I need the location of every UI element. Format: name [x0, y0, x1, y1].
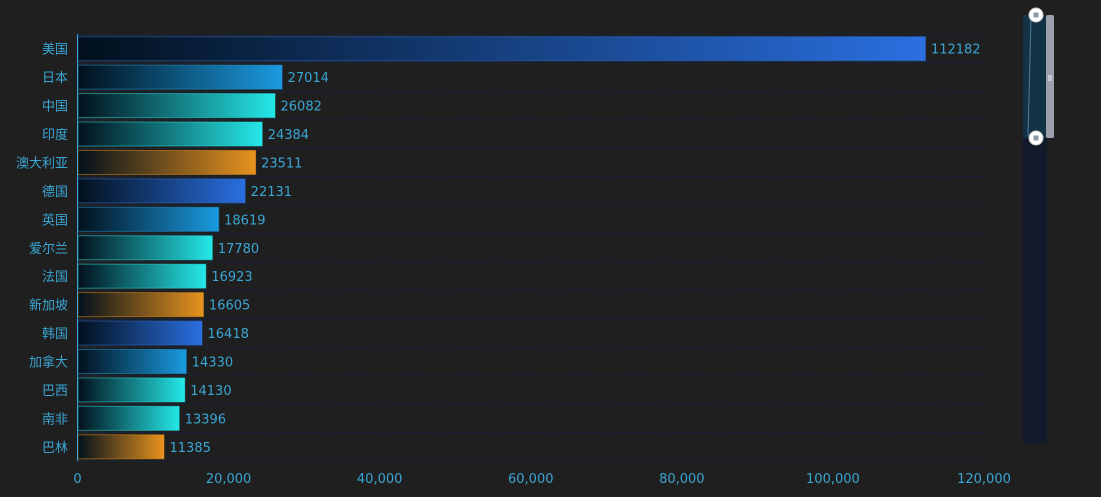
bar[interactable] [77, 178, 246, 204]
start-handle-grip-icon [1033, 12, 1039, 18]
bar[interactable] [77, 64, 283, 90]
y-tick-label: 英国 [42, 213, 68, 228]
y-tick-label: 美国 [42, 43, 68, 58]
y-tick-label: 中国 [42, 100, 68, 115]
data-label: 18619 [224, 213, 265, 228]
y-tick-label: 加拿大 [29, 354, 68, 370]
bar[interactable] [77, 149, 257, 175]
data-label: 17780 [218, 242, 259, 257]
bar[interactable] [77, 292, 204, 318]
bars: 112182 27014 26082 24384 23511 22131 18619 1778… [77, 36, 981, 460]
data-label: 14130 [190, 384, 231, 399]
data-label: 112182 [931, 43, 981, 58]
y-tick-label: 印度 [42, 127, 68, 143]
data-zoom-preview-line [1027, 16, 1032, 137]
data-zoom-window[interactable] [1023, 15, 1047, 138]
y-tick-label: 爱尔兰 [29, 242, 68, 257]
x-tick-label: 40,000 [357, 472, 403, 487]
bar[interactable] [77, 206, 220, 232]
data-zoom-slider[interactable] [1023, 7, 1054, 443]
x-tick-label: 60,000 [508, 472, 554, 487]
bar[interactable] [77, 348, 187, 374]
data-label: 22131 [251, 185, 292, 200]
x-tick-label: 80,000 [659, 472, 705, 487]
bar[interactable] [77, 434, 165, 460]
data-label: 13396 [185, 412, 226, 427]
data-zoom-move-handle[interactable] [1046, 15, 1054, 138]
y-tick-label: 南非 [42, 411, 68, 427]
bar[interactable] [77, 320, 203, 346]
bar[interactable] [77, 263, 207, 289]
data-label: 27014 [288, 71, 329, 86]
data-label: 16605 [209, 299, 250, 314]
y-tick-label: 日本 [42, 71, 68, 86]
data-label: 11385 [170, 441, 211, 456]
end-handle-grip-icon [1033, 135, 1039, 141]
bar[interactable] [77, 235, 213, 261]
data-label: 16923 [211, 270, 252, 285]
data-label: 16418 [208, 327, 249, 342]
data-label: 23511 [261, 156, 302, 171]
y-tick-label: 德国 [42, 185, 68, 200]
data-label: 26082 [281, 100, 322, 115]
x-tick-label: 120,000 [957, 472, 1011, 487]
y-tick-label: 新加坡 [29, 298, 68, 314]
bar[interactable] [77, 36, 926, 62]
y-tick-label: 韩国 [42, 327, 68, 342]
x-tick-label: 20,000 [206, 472, 252, 487]
y-tick-label: 澳大利亚 [16, 155, 68, 171]
bar[interactable] [77, 377, 186, 403]
bar[interactable] [77, 405, 180, 431]
y-tick-label: 巴西 [42, 384, 68, 399]
x-tick-label: 100,000 [806, 472, 860, 487]
data-label: 24384 [268, 128, 309, 143]
x-axis-labels: 0 20,000 40,000 60,000 80,000 100,000 120,000 [73, 472, 1011, 487]
y-tick-label: 巴林 [42, 441, 68, 456]
data-label: 14330 [192, 355, 233, 370]
y-tick-label: 法国 [42, 270, 68, 285]
bar[interactable] [77, 93, 276, 119]
x-tick-label: 0 [73, 472, 81, 487]
bar[interactable] [77, 121, 263, 147]
